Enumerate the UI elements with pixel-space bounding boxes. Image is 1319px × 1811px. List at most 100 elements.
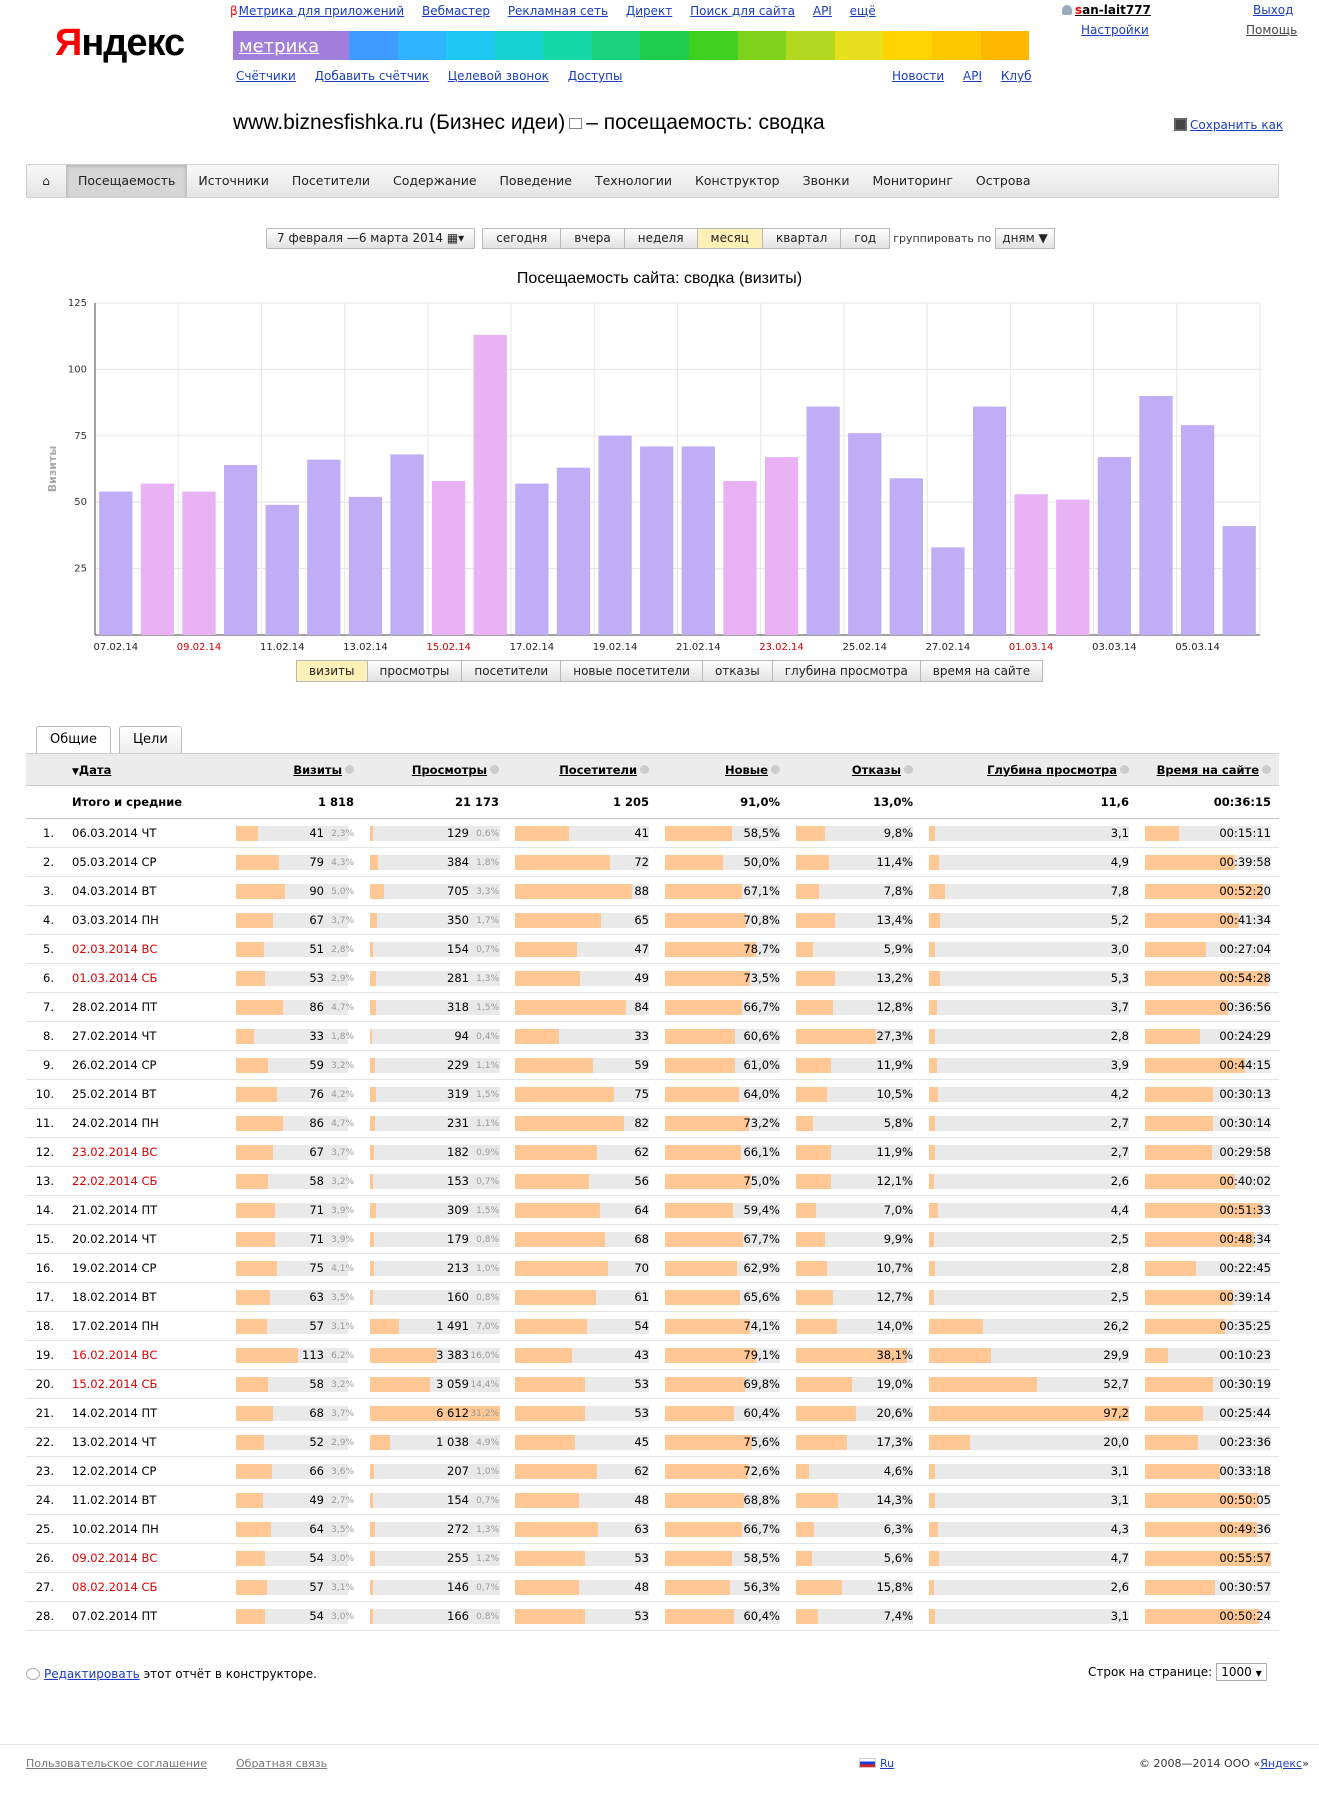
language-switch[interactable]: Ru (859, 1757, 894, 1770)
new: 75,6% (657, 1427, 788, 1457)
tab-content[interactable]: Содержание (392, 173, 477, 188)
save-as-button[interactable]: Сохранить как (1174, 118, 1283, 132)
row-index: 12. (26, 1137, 64, 1167)
settings-link[interactable]: Настройки (1081, 23, 1149, 37)
help-icon[interactable] (1262, 764, 1271, 774)
period-preset-button[interactable]: месяц (697, 228, 763, 249)
period-preset-button[interactable]: год (841, 228, 891, 249)
bounce-header[interactable]: Отказы (788, 753, 921, 786)
tab-sources[interactable]: Источники (198, 173, 269, 188)
metric-tab[interactable]: время на сайте (920, 660, 1044, 682)
visitors: 48 (507, 1572, 657, 1602)
metric-tab[interactable]: визиты (296, 660, 368, 682)
time: 00:33:18 (1137, 1456, 1279, 1486)
bounce-cell: 14,0% (796, 1318, 913, 1334)
copyright-yandex-link[interactable]: Яндекс (1260, 1757, 1303, 1770)
access-link[interactable]: Доступы (567, 69, 623, 83)
tab-monitoring[interactable]: Мониторинг (872, 173, 953, 188)
help-icon[interactable] (771, 764, 780, 774)
depth-header[interactable]: Глубина просмотра (921, 753, 1137, 786)
depth-bar-fill (929, 941, 935, 957)
tab-constructor[interactable]: Конструктор (694, 173, 780, 188)
help-icon[interactable] (904, 764, 913, 774)
tab-attendance[interactable]: Посещаемость (66, 165, 188, 197)
metric-tab[interactable]: просмотры (367, 660, 463, 682)
group-by-select[interactable]: дням ▼ (995, 228, 1055, 249)
yandex-logo[interactable]: Яндекс (55, 22, 185, 65)
bounce-value: 4,6% (883, 1463, 913, 1478)
copyright-suffix: » (1302, 1757, 1309, 1770)
rows-per-page-select[interactable]: 1000 ▼ (1216, 1663, 1267, 1681)
club-link[interactable]: Клуб (1000, 69, 1032, 83)
tab-islands[interactable]: Острова (975, 173, 1031, 188)
visits-bar-fill (236, 1086, 277, 1102)
help-icon[interactable] (640, 764, 649, 774)
visits-bar-fill (236, 1434, 264, 1450)
views-bar-fill (370, 1057, 375, 1073)
views-header[interactable]: Просмотры (362, 753, 507, 786)
bounce: 9,8% (788, 818, 921, 848)
metric-tab[interactable]: отказы (702, 660, 773, 682)
period-preset-button[interactable]: неделя (624, 228, 698, 249)
period-preset-button[interactable]: квартал (762, 228, 842, 249)
news-link[interactable]: Новости (892, 69, 945, 83)
tab-general[interactable]: Общие (36, 726, 111, 754)
date-header[interactable]: ▼Дата (64, 753, 228, 786)
home-tab[interactable]: ⌂ (27, 165, 66, 197)
bounce: 10,5% (788, 1079, 921, 1109)
add-counter-link[interactable]: Добавить счётчик (314, 69, 430, 83)
nav-api[interactable]: API (812, 4, 832, 18)
nav-ad-network[interactable]: Рекламная сеть (507, 4, 609, 18)
feedback-link[interactable]: Обратная связь (236, 1757, 328, 1770)
total-new: 91,0% (657, 785, 788, 819)
rainbow-segment (397, 31, 447, 60)
new: 72,6% (657, 1456, 788, 1486)
bounce: 12,8% (788, 992, 921, 1022)
time-value: 00:25:44 (1219, 1405, 1271, 1420)
visits-cell: 3,2% 59 (236, 1057, 354, 1073)
new-header[interactable]: Новые (657, 753, 788, 786)
visits-header[interactable]: Визиты (228, 753, 362, 786)
help-icon[interactable] (1120, 764, 1129, 774)
time-value: 00:33:18 (1219, 1463, 1271, 1478)
api-link[interactable]: API (963, 69, 982, 83)
nav-more[interactable]: ещё (849, 4, 876, 18)
nav-direct[interactable]: Директ (625, 4, 673, 18)
visitors-cell: 45 (515, 1434, 649, 1450)
nav-metrika-apps[interactable]: Метрика для приложений (238, 4, 405, 18)
depth-bar-fill (929, 999, 937, 1015)
metric-tab[interactable]: глубина просмотра (772, 660, 921, 682)
nav-site-search[interactable]: Поиск для сайта (690, 4, 796, 18)
user-agreement-link[interactable]: Пользовательское соглашение (26, 1757, 207, 1770)
tab-technologies[interactable]: Технологии (594, 173, 672, 188)
logout-link[interactable]: Выход (1253, 3, 1294, 17)
time-header[interactable]: Время на сайте (1137, 753, 1279, 786)
username-link[interactable]: san-lait777 (1075, 3, 1151, 17)
tab-goals[interactable]: Цели (118, 726, 182, 753)
chart-bar (99, 491, 133, 635)
period-preset-button[interactable]: вчера (561, 228, 625, 249)
help-icon[interactable] (490, 764, 499, 774)
nav-webmaster[interactable]: Вебмастер (421, 4, 490, 18)
visitors-bar-fill (515, 883, 632, 899)
help-icon[interactable] (345, 764, 354, 774)
period-preset-button[interactable]: сегодня (482, 228, 562, 249)
metric-tab[interactable]: новые посетители (561, 660, 703, 682)
new-cell: 69,8% (665, 1376, 780, 1392)
counters-link[interactable]: Счётчики (236, 69, 296, 83)
visitors-header[interactable]: Посетители (507, 753, 657, 786)
time-cell: 00:50:24 (1145, 1608, 1271, 1624)
row-index: 20. (26, 1369, 64, 1399)
metrika-label-box[interactable]: метрика (233, 31, 349, 60)
target-call-link[interactable]: Целевой звонок (447, 69, 549, 83)
metric-tab[interactable]: посетители (462, 660, 562, 682)
tab-behavior[interactable]: Поведение (499, 173, 572, 188)
help-link[interactable]: Помощь (1246, 23, 1298, 37)
edit-report-link[interactable]: Редактировать (44, 1667, 140, 1681)
edit-counter-icon[interactable] (569, 117, 583, 129)
date-range-picker[interactable]: 7 февраля —6 марта 2014 ▦▾ (266, 228, 476, 249)
tab-visitors[interactable]: Посетители (291, 173, 370, 188)
bounce: 11,4% (788, 847, 921, 877)
time-value: 00:35:25 (1219, 1318, 1271, 1333)
tab-calls[interactable]: Звонки (802, 173, 850, 188)
